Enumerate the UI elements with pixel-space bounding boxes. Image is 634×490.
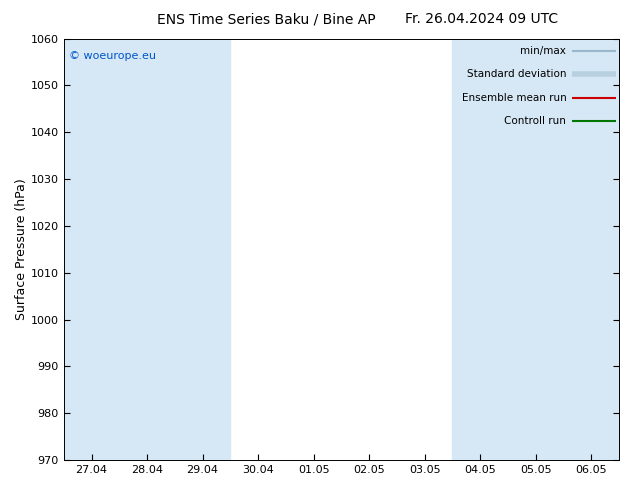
Text: © woeurope.eu: © woeurope.eu — [69, 51, 157, 61]
Text: Standard deviation: Standard deviation — [467, 70, 566, 79]
Text: Ensemble mean run: Ensemble mean run — [462, 93, 566, 102]
Y-axis label: Surface Pressure (hPa): Surface Pressure (hPa) — [15, 178, 28, 320]
Text: Fr. 26.04.2024 09 UTC: Fr. 26.04.2024 09 UTC — [405, 12, 559, 26]
Text: min/max: min/max — [521, 46, 566, 56]
Text: ENS Time Series Baku / Bine AP: ENS Time Series Baku / Bine AP — [157, 12, 375, 26]
Bar — [64, 39, 230, 460]
Bar — [453, 39, 619, 460]
Text: Controll run: Controll run — [505, 116, 566, 126]
